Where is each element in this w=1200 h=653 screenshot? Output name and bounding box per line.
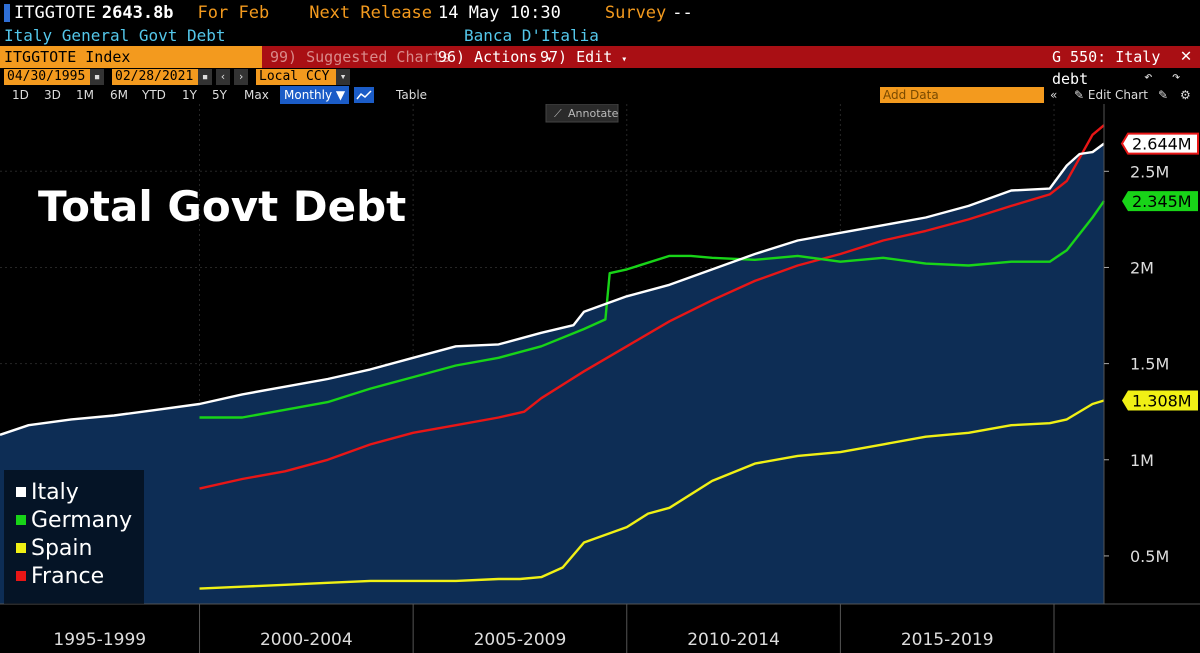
frequency-select[interactable]: Monthly ▼ [280, 86, 350, 104]
y-tick-label: 2M [1130, 258, 1154, 277]
actions-menu[interactable]: 96) Actions ▾ [438, 46, 552, 68]
legend-label: Italy [31, 480, 79, 505]
series-line-germany [199, 200, 1105, 419]
legend: Italy Germany Spain France [4, 470, 144, 604]
edit-chart-button[interactable]: ✎ Edit Chart [1074, 86, 1148, 104]
period-bar: 1D 3D 1M 6M YTD 1Y 5Y Max Monthly ▼ Tabl… [0, 86, 1200, 104]
undo-icon[interactable]: ↶ [1144, 69, 1153, 85]
pencil-icon[interactable]: ✎ [1158, 88, 1169, 102]
last-value-tag-label: 2.644M [1132, 135, 1192, 154]
actions-label: 96) Actions [438, 48, 538, 66]
legend-swatch [16, 487, 26, 497]
security-description: Italy General Govt Debt [4, 26, 226, 45]
edit-label: 97) Edit [540, 48, 613, 66]
annotate-button[interactable]: ⟋ Annotate [545, 104, 619, 123]
y-tick-label: 0.5M [1130, 547, 1169, 566]
chart-id: G 550: Italy debt [1052, 48, 1161, 88]
next-arrow-icon[interactable]: › [234, 69, 248, 85]
last-value-tag-bg [1122, 390, 1198, 411]
legend-swatch [16, 515, 26, 525]
start-date-input[interactable]: 04/30/1995 [4, 69, 90, 85]
last-value-tag-bg [1122, 191, 1198, 212]
frequency-label: Monthly [284, 88, 333, 102]
italy-area-fill [0, 143, 1104, 604]
y-axis: 0.5M 1M 1.5M 2M 2.5M 2.644M 2.345M 1.308M [1103, 104, 1199, 604]
redo-icon[interactable]: ↷ [1172, 69, 1181, 85]
edit-menu[interactable]: 97) Edit ▾ [540, 46, 627, 68]
calendar-icon[interactable]: ▪ [198, 69, 212, 85]
period-6m[interactable]: 6M [110, 88, 128, 102]
chart-title: Total Govt Debt [38, 182, 406, 231]
last-value-tag-label: 2.345M [1132, 192, 1192, 211]
annotate-button-bg [545, 104, 619, 123]
legend-label: Germany [31, 508, 132, 533]
period-max[interactable]: Max [244, 88, 269, 102]
period-ytd[interactable]: YTD [142, 88, 166, 102]
period-1d[interactable]: 1D [12, 88, 29, 102]
x-tick-label: 1995-1999 [53, 630, 146, 650]
end-date-input[interactable]: 02/28/2021 [112, 69, 198, 85]
table-button[interactable]: Table [396, 88, 428, 102]
close-icon[interactable]: ✕ [1180, 45, 1192, 66]
x-tick-label: 2010-2014 [687, 630, 780, 650]
last-value-tag-label: 1.308M [1132, 392, 1192, 411]
chevron-down-icon: ▾ [546, 54, 553, 65]
date-range-bar: 04/30/1995 ▪ 02/28/2021 ▪ ‹ › Local CCY … [0, 68, 1200, 86]
edit-chart-label: Edit Chart [1087, 88, 1148, 102]
series-line-italy [0, 142, 1105, 436]
next-release-label: Next Release [309, 3, 433, 23]
series-line-spain [199, 399, 1105, 590]
survey-label: Survey [604, 3, 667, 23]
chart-canvas: 0.5M 1M 1.5M 2M 2.5M 2.644M 2.345M 1.308M 1995-… [0, 104, 1200, 653]
last-value: 2643.8b [101, 3, 174, 23]
calendar-icon[interactable]: ▪ [90, 69, 104, 85]
x-tick-label: 2005-2009 [474, 630, 567, 650]
security-marker-icon [4, 4, 10, 22]
series-lines [0, 124, 1105, 590]
italy-area [0, 143, 1104, 604]
security-header: ITGGTOTE 2643.8b For Feb Next Release 14 May… [0, 0, 1200, 26]
chevron-down-icon: ▾ [621, 54, 628, 65]
last-value-tag-italy: 2.644M [1120, 132, 1199, 155]
survey-value: -- [672, 3, 693, 23]
period: For Feb [197, 3, 270, 23]
period-5y[interactable]: 5Y [212, 88, 227, 102]
series-line-france [199, 124, 1105, 490]
chevron-down-icon: ▼ [335, 88, 346, 102]
x-tick-label: 2015-2019 [901, 630, 994, 650]
line-chart-icon[interactable] [354, 87, 374, 103]
legend-swatch [16, 543, 26, 553]
annotate-icon: ⟋ [554, 107, 562, 120]
legend-box [4, 470, 144, 604]
last-value-tag-border [1120, 132, 1199, 155]
legend-swatch [16, 571, 26, 581]
y-tick-label: 1.5M [1130, 355, 1169, 374]
collapse-icon[interactable]: « [1050, 88, 1058, 102]
y-tick-label: 2.5M [1130, 162, 1169, 181]
currency-select[interactable]: Local CCY [256, 69, 336, 85]
suggested-charts-button[interactable]: 99) Suggested Charts [270, 48, 451, 66]
x-tick-label: 2000-2004 [260, 630, 353, 650]
index-label[interactable]: ITGGTOTE Index [0, 46, 262, 68]
period-3d[interactable]: 3D [44, 88, 61, 102]
last-value-tag-spain: 1.308M [1122, 390, 1198, 411]
add-data-input[interactable]: Add Data [880, 87, 1044, 103]
wrench-icon: ✎ [1074, 88, 1085, 102]
next-release-date: 14 May 10:30 [438, 3, 561, 23]
legend-label: Spain [31, 536, 92, 561]
toolbar: ITGGTOTE Index 99) Suggested Charts 96) … [0, 45, 1200, 88]
period-1m[interactable]: 1M [76, 88, 94, 102]
annotate-label: Annotate [568, 107, 619, 120]
legend-label: France [31, 564, 104, 589]
ticker: ITGGTOTE [14, 3, 96, 23]
x-axis: 1995-1999 2000-2004 2005-2009 2010-2014 2015… [0, 603, 1200, 653]
security-source: Banca D'Italia [464, 26, 599, 45]
prev-arrow-icon[interactable]: ‹ [216, 69, 230, 85]
gear-icon[interactable]: ⚙ [1180, 88, 1191, 102]
last-value-tag-germany: 2.345M [1122, 191, 1198, 212]
period-1y[interactable]: 1Y [182, 88, 197, 102]
chevron-down-icon[interactable]: ▾ [336, 69, 350, 85]
security-info: Italy General Govt Debt Banca D'Italia [0, 26, 1200, 46]
y-tick-label: 1M [1130, 451, 1154, 470]
